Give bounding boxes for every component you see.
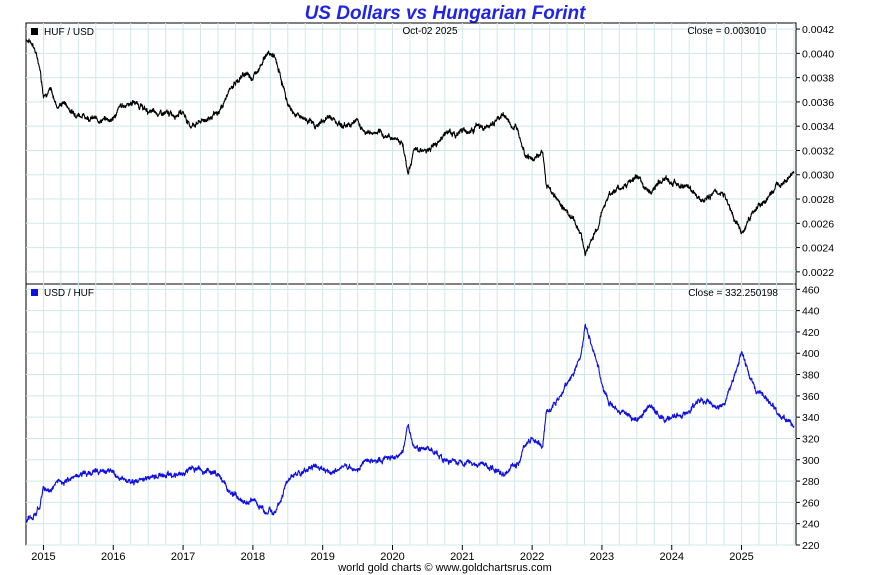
x-tick-label: 2018 [241, 551, 265, 563]
y-tick-label: 460 [802, 284, 820, 296]
y-tick-label: 0.0026 [802, 218, 834, 230]
y-tick-label: 360 [802, 391, 820, 403]
y-tick-label: 280 [802, 476, 820, 488]
series-line-huf-usd [25, 38, 795, 257]
close-label-bottom: Close = 332.250198 [688, 288, 778, 299]
y-tick-label: 240 [802, 519, 820, 531]
y-tick-label: 340 [802, 412, 820, 424]
close-label-top: Close = 0.003010 [687, 26, 766, 37]
y-tick-label: 220 [802, 540, 820, 552]
date-label: Oct-02 2025 [402, 26, 457, 37]
x-tick-label: 2016 [101, 551, 125, 563]
legend-swatch-usd-huf [31, 289, 38, 296]
x-tick-label: 2023 [590, 551, 614, 563]
y-tick-label: 0.0022 [802, 267, 834, 279]
y-tick-label: 380 [802, 370, 820, 382]
x-tick-label: 2017 [171, 551, 195, 563]
legend-swatch-huf-usd [31, 28, 38, 35]
y-tick-label: 320 [802, 433, 820, 445]
y-tick-label: 300 [802, 455, 820, 467]
y-tick-label: 400 [802, 348, 820, 360]
series-layer [25, 38, 795, 523]
axis-layer: 0.0022 0.0024 0.0026 0.0028 0.0030 0.0032 0.00… [31, 24, 834, 563]
x-tick-label: 2022 [520, 551, 544, 563]
y-tick-label: 440 [802, 306, 820, 318]
y-tick-label: 0.0036 [802, 97, 834, 109]
y-tick-label: 0.0042 [802, 24, 834, 36]
y-tick-label: 0.0024 [802, 243, 834, 255]
chart-title: US Dollars vs Hungarian Forint [304, 3, 586, 24]
top-panel-frame [25, 22, 797, 285]
x-tick-label: 2025 [729, 551, 753, 563]
footer-credit: world gold charts © www.goldchartsrus.co… [338, 562, 552, 574]
x-tick-label: 2015 [31, 551, 55, 563]
series-line-usd-huf [25, 323, 795, 523]
x-tick-label: 2021 [450, 551, 474, 563]
x-tick-label: 2020 [380, 551, 404, 563]
y-tick-label: 0.0038 [802, 73, 834, 85]
y-tick-label: 0.0034 [802, 121, 834, 133]
y-tick-label: 0.0040 [802, 48, 834, 60]
legend-label-huf-usd: HUF / USD [44, 27, 94, 38]
legend-label-usd-huf: USD / HUF [44, 288, 94, 299]
x-tick-label: 2024 [659, 551, 683, 563]
grid-layer [26, 23, 796, 546]
y-tick-label: 0.0028 [802, 194, 834, 206]
y-tick-label: 0.0032 [802, 145, 834, 157]
y-tick-label: 420 [802, 327, 820, 339]
y-tick-label: 0.0030 [802, 170, 834, 182]
x-tick-label: 2019 [310, 551, 334, 563]
y-tick-label: 260 [802, 497, 820, 509]
